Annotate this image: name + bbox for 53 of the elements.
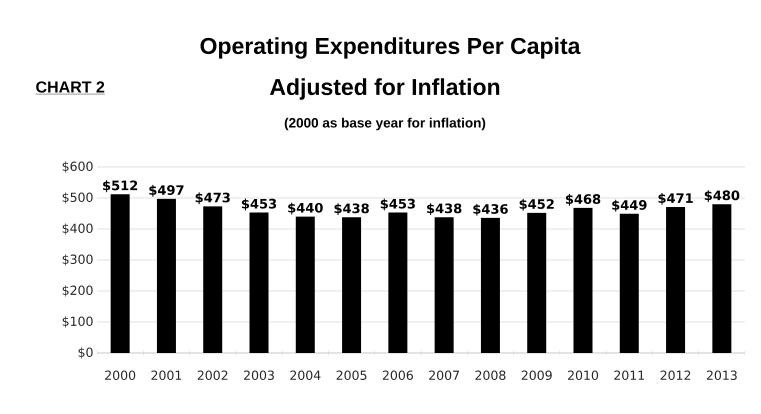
chart-title: Operating Expenditures Per Capita <box>200 37 581 59</box>
data-label: $438 <box>334 203 369 216</box>
x-tick-label: 2009 <box>522 370 552 380</box>
bar <box>480 218 500 353</box>
data-label: $512 <box>103 180 138 192</box>
data-label: $473 <box>196 192 230 204</box>
bar <box>712 204 732 353</box>
x-tick-label: 2005 <box>336 370 366 380</box>
bar <box>342 217 362 353</box>
bar <box>203 206 222 353</box>
bar <box>388 212 408 353</box>
data-label: $453 <box>242 198 276 210</box>
y-tick-label: $600 <box>62 161 93 173</box>
bar <box>527 212 546 353</box>
x-tick-label: 2001 <box>151 370 182 380</box>
x-tick-label: 2010 <box>568 370 598 380</box>
x-tick-label: 2013 <box>706 370 737 380</box>
x-tick-label: 2006 <box>382 370 413 380</box>
data-label: $436 <box>473 204 508 216</box>
bar <box>620 214 639 353</box>
y-tick-label: $100 <box>62 316 93 328</box>
data-label: $449 <box>612 200 647 212</box>
x-tick-label: 2002 <box>198 370 228 380</box>
data-label: $497 <box>149 184 184 197</box>
data-label: $468 <box>566 194 600 206</box>
x-tick-label: 2011 <box>614 370 644 380</box>
x-tick-label: 2000 <box>105 370 136 380</box>
x-tick-label: 2008 <box>475 370 506 380</box>
bar <box>666 206 686 353</box>
bar <box>434 217 454 353</box>
bar <box>296 216 315 353</box>
data-label: $452 <box>520 198 554 211</box>
bar <box>156 198 176 353</box>
data-label: $438 <box>427 203 462 216</box>
data-label: $453 <box>380 198 415 210</box>
bar <box>574 208 592 353</box>
y-tick-label: $500 <box>62 192 93 204</box>
bar <box>110 194 130 353</box>
data-label: $440 <box>288 202 323 214</box>
y-tick-label: $0 <box>78 347 93 359</box>
caption: CHART 2 <box>36 81 104 93</box>
x-tick-label: 2004 <box>290 370 320 380</box>
y-tick-label: $200 <box>62 285 93 297</box>
bar <box>250 212 269 353</box>
data-label: $471 <box>658 192 693 205</box>
y-tick-label: $400 <box>62 223 93 235</box>
text: (2000 as base year for inflation) <box>284 118 486 130</box>
x-tick-label: 2012 <box>660 370 690 380</box>
y-tick-label: $300 <box>62 254 93 266</box>
x-tick-label: 2007 <box>429 370 459 380</box>
x-tick-label: 2003 <box>244 370 274 380</box>
chart-subtitle: Adjusted for Inflation <box>270 78 500 100</box>
data-label: $480 <box>704 190 740 202</box>
